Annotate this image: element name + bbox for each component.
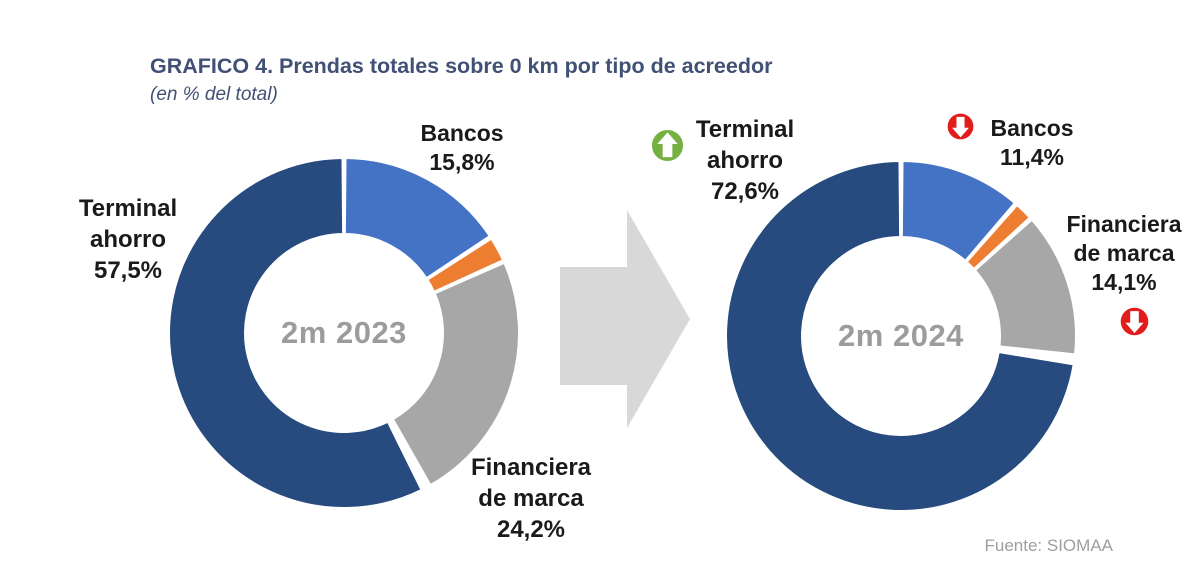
label-text: Terminal ahorro xyxy=(78,195,178,253)
label-2024-financiera-de-marca: Financiera de marca 14,1% xyxy=(1059,210,1189,297)
label-2023-terminal-ahorro: Terminal ahorro 57,5% xyxy=(68,193,188,286)
donut-svg-2024 xyxy=(725,160,1077,512)
label-2024-terminal-ahorro: Terminal ahorro 72,6% xyxy=(685,114,805,207)
label-value: 14,1% xyxy=(1091,269,1157,295)
label-value: 15,8% xyxy=(429,149,495,175)
donut-svg-2023 xyxy=(168,157,520,509)
label-2024-bancos: Bancos 11,4% xyxy=(972,114,1092,172)
label-value: 57,5% xyxy=(93,257,163,284)
label-value: 72,6% xyxy=(710,178,780,205)
page-title: GRAFICO 4. Prendas totales sobre 0 km po… xyxy=(150,54,773,78)
label-value: 24,2% xyxy=(496,516,566,543)
donut-slice-bancos xyxy=(900,160,1017,263)
transition-arrow-icon xyxy=(560,210,690,428)
donut-slice-financiera-de-marca xyxy=(973,218,1077,356)
label-text: Bancos xyxy=(990,115,1074,141)
donut-slice-unlabeled xyxy=(965,203,1032,271)
page-subtitle: (en % del total) xyxy=(150,84,278,105)
label-text: Terminal ahorro xyxy=(695,116,795,174)
label-text: Financiera de marca xyxy=(470,454,592,512)
label-value: 11,4% xyxy=(1000,144,1064,170)
trend-up-icon xyxy=(651,129,684,162)
donut-slice-terminal-ahorro xyxy=(725,160,1075,512)
donut-slice-unlabeled xyxy=(425,237,505,294)
donut-chart-2m-2024: 2m 2024 xyxy=(725,160,1077,512)
label-text: Financiera de marca xyxy=(1066,211,1182,266)
trend-down-icon xyxy=(947,113,974,140)
trend-down-icon xyxy=(1120,307,1149,336)
donut-slice-terminal-ahorro xyxy=(168,157,423,509)
donut-slice-financiera-de-marca xyxy=(391,261,520,487)
label-text: Bancos xyxy=(420,120,504,146)
source-text: Fuente: SIOMAA xyxy=(984,536,1114,555)
label-2023-financiera-de-marca: Financiera de marca 24,2% xyxy=(466,452,596,545)
label-2023-bancos: Bancos 15,8% xyxy=(402,119,522,177)
donut-slice-bancos xyxy=(343,157,492,280)
